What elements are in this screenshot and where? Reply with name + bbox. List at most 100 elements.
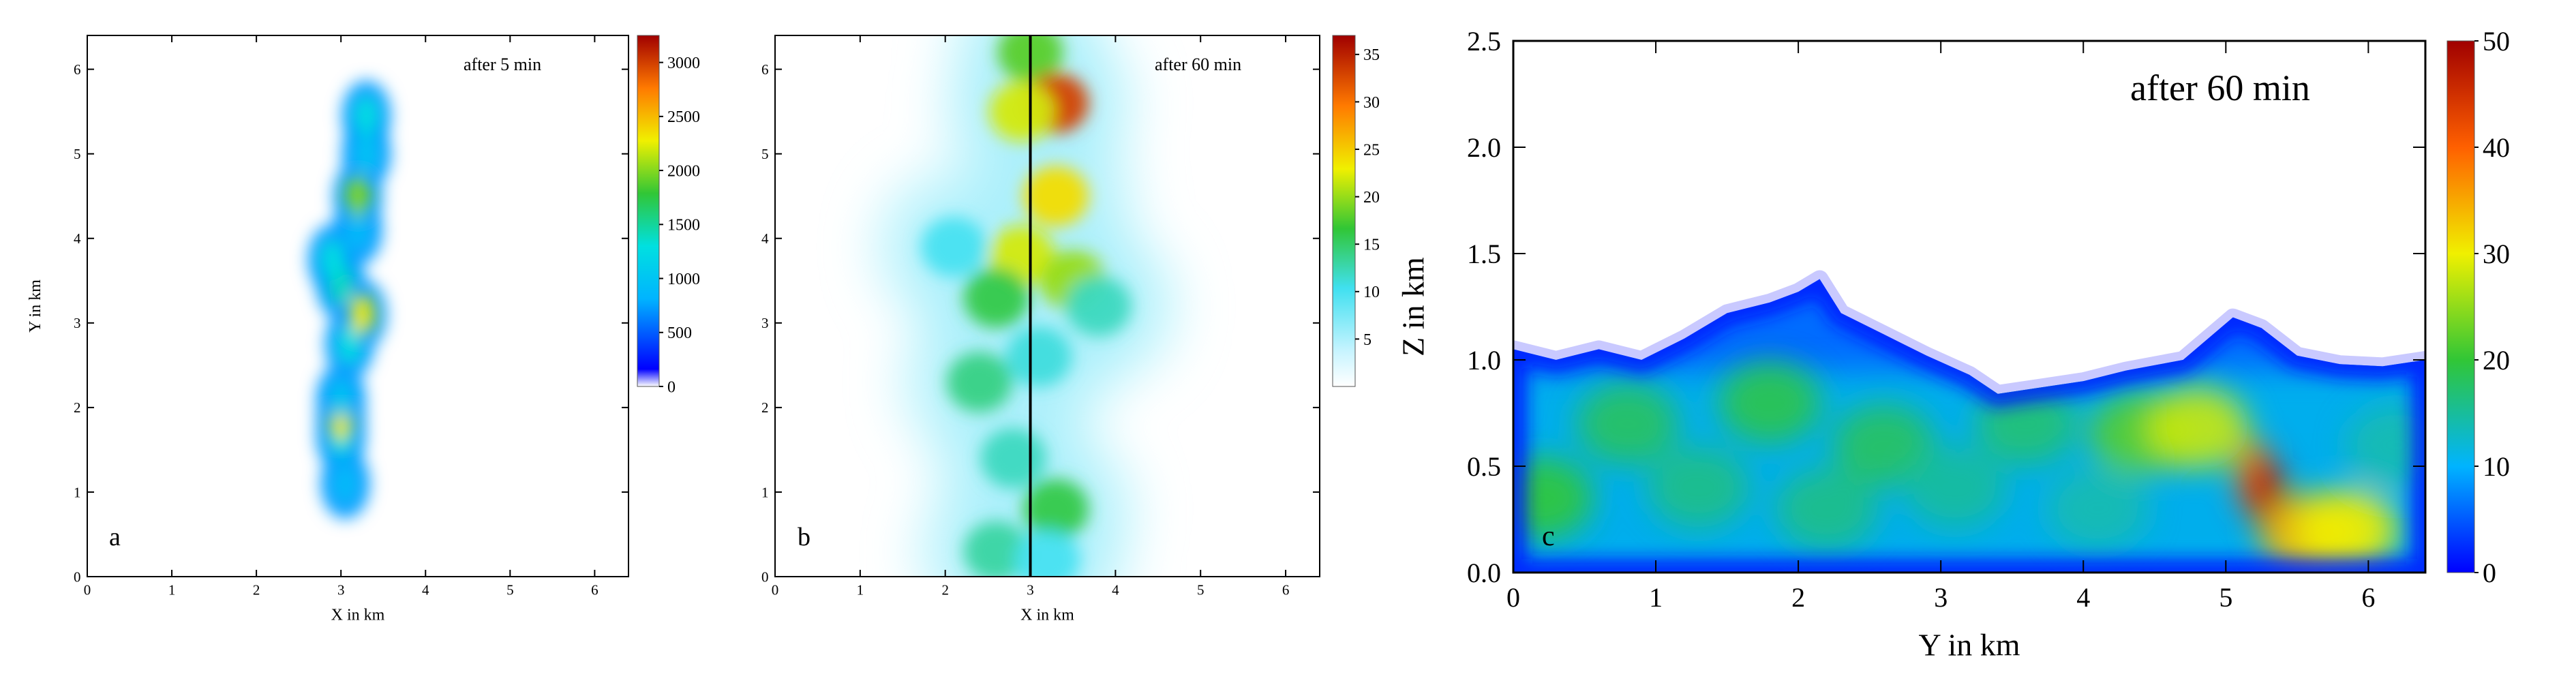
colorbar-tick-label: 1500: [667, 217, 700, 234]
x-tick-label: 6: [591, 581, 598, 598]
x-tick-label: 5: [2219, 582, 2232, 613]
colorbar-frame: [637, 35, 660, 387]
heat-blob: [2296, 489, 2399, 571]
heat-blob: [2046, 468, 2149, 550]
y-axis-label: Z in km: [1395, 257, 1430, 356]
colorbar-tick-label: 1000: [667, 271, 700, 288]
colorbar-frame: [2446, 40, 2475, 573]
y-tick-label: 2: [761, 399, 769, 416]
plot-frame: [87, 35, 629, 577]
colorbar-tick-label: 3000: [667, 55, 700, 72]
colorbar-tick-label: 10: [2483, 451, 2510, 482]
y-tick-label: 0: [761, 568, 769, 585]
colorbar: [637, 35, 659, 386]
colorbar-tick-label: 30: [2483, 239, 2510, 269]
heat-blob: [333, 463, 358, 504]
heat-blob: [1006, 326, 1072, 387]
heat-blob: [921, 217, 987, 277]
colorbar-tick-label: 500: [667, 324, 692, 342]
x-tick-label: 2: [941, 581, 949, 598]
x-axis-label: X in km: [331, 606, 385, 624]
colorbar-tick-label: 2500: [667, 108, 700, 126]
heat-blob: [989, 81, 1055, 142]
heat-blob: [350, 294, 375, 335]
colorbar: [1333, 35, 1355, 386]
panel-b: 0 1 2 3 4 5 6 0 1 2 3 4 5 6 X in km after 60 min b 5 10 15 2…: [761, 35, 1380, 624]
heat-blob: [329, 378, 354, 420]
y-tick-label: 0.5: [1467, 451, 1501, 482]
x-tick-label: 5: [1197, 581, 1204, 598]
heat-blob: [1014, 530, 1080, 577]
y-tick-label: 1: [761, 484, 769, 500]
time-annotation: after 60 min: [1155, 55, 1241, 74]
heat-blob: [2146, 386, 2249, 469]
time-annotation: after 60 min: [2130, 67, 2310, 108]
x-tick-label: 4: [1112, 581, 1119, 598]
colorbar: [2447, 41, 2474, 573]
heatmap-field: [879, 35, 1174, 577]
x-tick-label: 6: [2361, 582, 2375, 613]
heat-blob: [980, 428, 1046, 489]
colorbar-tick-label: 2000: [667, 162, 700, 180]
plot-frame: [1512, 40, 2427, 574]
heat-blob: [963, 267, 1029, 328]
colorbar-tick-label: 0: [667, 378, 676, 396]
x-tick-label: 1: [1649, 582, 1663, 613]
colorbar-tick-label: 20: [2483, 345, 2510, 376]
colorbar-tick-label: 15: [1363, 237, 1380, 254]
cloud-blobs: [1513, 361, 2425, 573]
y-tick-label: 2.0: [1467, 132, 1501, 163]
y-tick-label: 3: [761, 315, 769, 331]
x-tick-label: 4: [422, 581, 429, 598]
y-tick-label: 1.0: [1467, 345, 1501, 376]
heat-blob: [1022, 478, 1089, 539]
y-tick-label: 0.0: [1467, 558, 1501, 588]
x-tick-label: 1: [168, 581, 176, 598]
x-axis-label: X in km: [1020, 606, 1074, 624]
colorbar-tick-label: 5: [1363, 331, 1372, 349]
colorbar-tick-label: 35: [1363, 46, 1380, 64]
time-annotation: after 5 min: [464, 55, 541, 74]
y-tick-label: 6: [74, 61, 81, 78]
x-axis-label: Y in km: [1918, 627, 2020, 662]
x-tick-label: 6: [1282, 581, 1290, 598]
heat-blob: [946, 352, 1012, 412]
y-tick-label: 4: [761, 230, 769, 247]
y-tick-label: 1.5: [1467, 239, 1501, 269]
heat-blob: [2346, 404, 2425, 486]
heat-blob: [963, 521, 1029, 577]
colorbar-tick-label: 25: [1363, 141, 1380, 159]
panel-label: c: [1542, 521, 1555, 552]
x-tick-label: 0: [84, 581, 91, 598]
colorbar-tick-label: 0: [2483, 558, 2496, 588]
heat-blob: [1718, 361, 1821, 444]
x-tick-label: 5: [506, 581, 514, 598]
heatmap-field: [307, 80, 391, 519]
heat-blob: [346, 175, 370, 217]
x-tick-label: 2: [1791, 582, 1805, 613]
x-tick-label: 3: [1027, 581, 1034, 598]
y-axis-label: Y in km: [27, 279, 44, 333]
y-tick-label: 0: [74, 568, 81, 585]
heat-blob: [354, 133, 379, 174]
y-tick-label: 3: [74, 315, 81, 331]
colorbar-tick-label: 30: [1363, 94, 1380, 112]
panel-c: 0 1 2 3 4 5 6 0.0 0.5 1.0 1.5 2.0 2.5 Y in km Z in km a…: [1395, 26, 2510, 662]
colorbar-tick-label: 40: [2483, 132, 2510, 163]
y-tick-label: 2: [74, 399, 81, 416]
colorbar-frame: [1332, 35, 1356, 387]
heat-blob: [354, 95, 379, 136]
heat-core: [320, 95, 379, 504]
x-tick-label: 4: [2076, 582, 2090, 613]
heat-blob: [320, 239, 345, 280]
colorbar-tick-label: 20: [1363, 189, 1380, 207]
heat-blob: [1904, 446, 2007, 529]
panel-a: 0 1 2 3 4 5 6 0 1 2 3 4 5 6 X in km Y in km after 5 min a…: [27, 35, 700, 624]
colorbar-tick-label: 10: [1363, 284, 1380, 301]
cloud-top-band: [1513, 279, 2425, 573]
heat-blob: [1065, 276, 1132, 336]
heatmap-field: [1513, 270, 2425, 573]
colorbar-tick-label: 50: [2483, 26, 2510, 57]
x-tick-label: 1: [857, 581, 864, 598]
